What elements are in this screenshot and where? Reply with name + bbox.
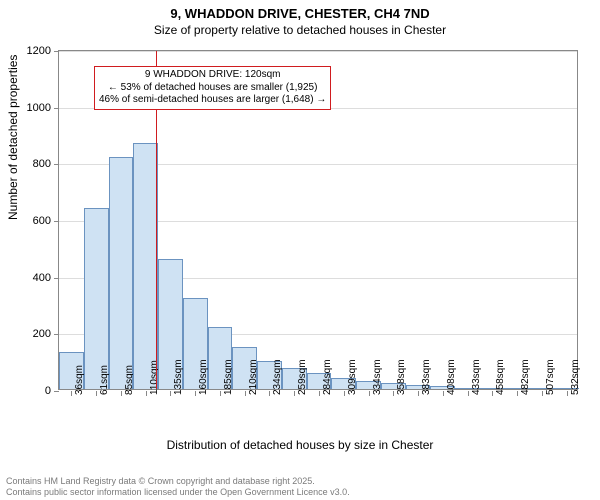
xtick-mark (369, 391, 370, 396)
xtick-mark (443, 391, 444, 396)
histogram-bar (133, 143, 158, 390)
ytick-label: 1200 (11, 45, 51, 57)
ytick-label: 1000 (11, 102, 51, 114)
annotation-line: ← 53% of detached houses are smaller (1,… (99, 82, 326, 95)
xtick-mark (146, 391, 147, 396)
ytick-label: 400 (11, 272, 51, 284)
histogram-bar (84, 208, 109, 389)
xtick-label: 358sqm (396, 359, 407, 395)
x-axis-label: Distribution of detached houses by size … (0, 438, 600, 452)
xtick-label: 383sqm (421, 359, 432, 395)
ytick-mark (54, 51, 59, 52)
ytick-mark (54, 391, 59, 392)
footer-attribution: Contains HM Land Registry data © Crown c… (6, 476, 350, 498)
ytick-mark (54, 334, 59, 335)
ytick-mark (54, 221, 59, 222)
chart-subtitle: Size of property relative to detached ho… (0, 23, 600, 41)
xtick-mark (195, 391, 196, 396)
xtick-mark (170, 391, 171, 396)
xtick-label: 433sqm (471, 359, 482, 395)
xtick-mark (393, 391, 394, 396)
xtick-mark (492, 391, 493, 396)
xtick-mark (517, 391, 518, 396)
xtick-mark (468, 391, 469, 396)
xtick-label: 408sqm (446, 359, 457, 395)
ytick-label: 0 (11, 385, 51, 397)
xtick-label: 334sqm (372, 359, 383, 395)
xtick-mark (567, 391, 568, 396)
ytick-label: 200 (11, 328, 51, 340)
xtick-mark (71, 391, 72, 396)
histogram-bar (109, 157, 134, 389)
xtick-label: 458sqm (495, 359, 506, 395)
xtick-mark (294, 391, 295, 396)
chart-title: 9, WHADDON DRIVE, CHESTER, CH4 7ND (0, 0, 600, 23)
xtick-mark (418, 391, 419, 396)
gridline (59, 51, 577, 52)
footer-line: Contains HM Land Registry data © Crown c… (6, 476, 350, 487)
xtick-mark (542, 391, 543, 396)
xtick-label: 482sqm (520, 359, 531, 395)
xtick-mark (344, 391, 345, 396)
annotation-box: 9 WHADDON DRIVE: 120sqm← 53% of detached… (94, 66, 331, 110)
plot-frame: 02004006008001000120036sqm61sqm85sqm110s… (58, 50, 578, 390)
annotation-line: 9 WHADDON DRIVE: 120sqm (99, 69, 326, 82)
y-axis-label: Number of detached properties (6, 55, 20, 220)
xtick-mark (121, 391, 122, 396)
ytick-mark (54, 164, 59, 165)
xtick-mark (220, 391, 221, 396)
ytick-label: 800 (11, 158, 51, 170)
xtick-mark (269, 391, 270, 396)
annotation-line: 46% of semi-detached houses are larger (… (99, 94, 326, 107)
xtick-label: 309sqm (347, 359, 358, 395)
plot-area: 02004006008001000120036sqm61sqm85sqm110s… (58, 50, 578, 390)
ytick-label: 600 (11, 215, 51, 227)
footer-line: Contains public sector information licen… (6, 487, 350, 498)
xtick-mark (96, 391, 97, 396)
ytick-mark (54, 108, 59, 109)
xtick-mark (319, 391, 320, 396)
xtick-label: 507sqm (545, 359, 556, 395)
chart-container: 9, WHADDON DRIVE, CHESTER, CH4 7ND Size … (0, 0, 600, 500)
xtick-label: 532sqm (570, 359, 581, 395)
ytick-mark (54, 278, 59, 279)
xtick-mark (245, 391, 246, 396)
